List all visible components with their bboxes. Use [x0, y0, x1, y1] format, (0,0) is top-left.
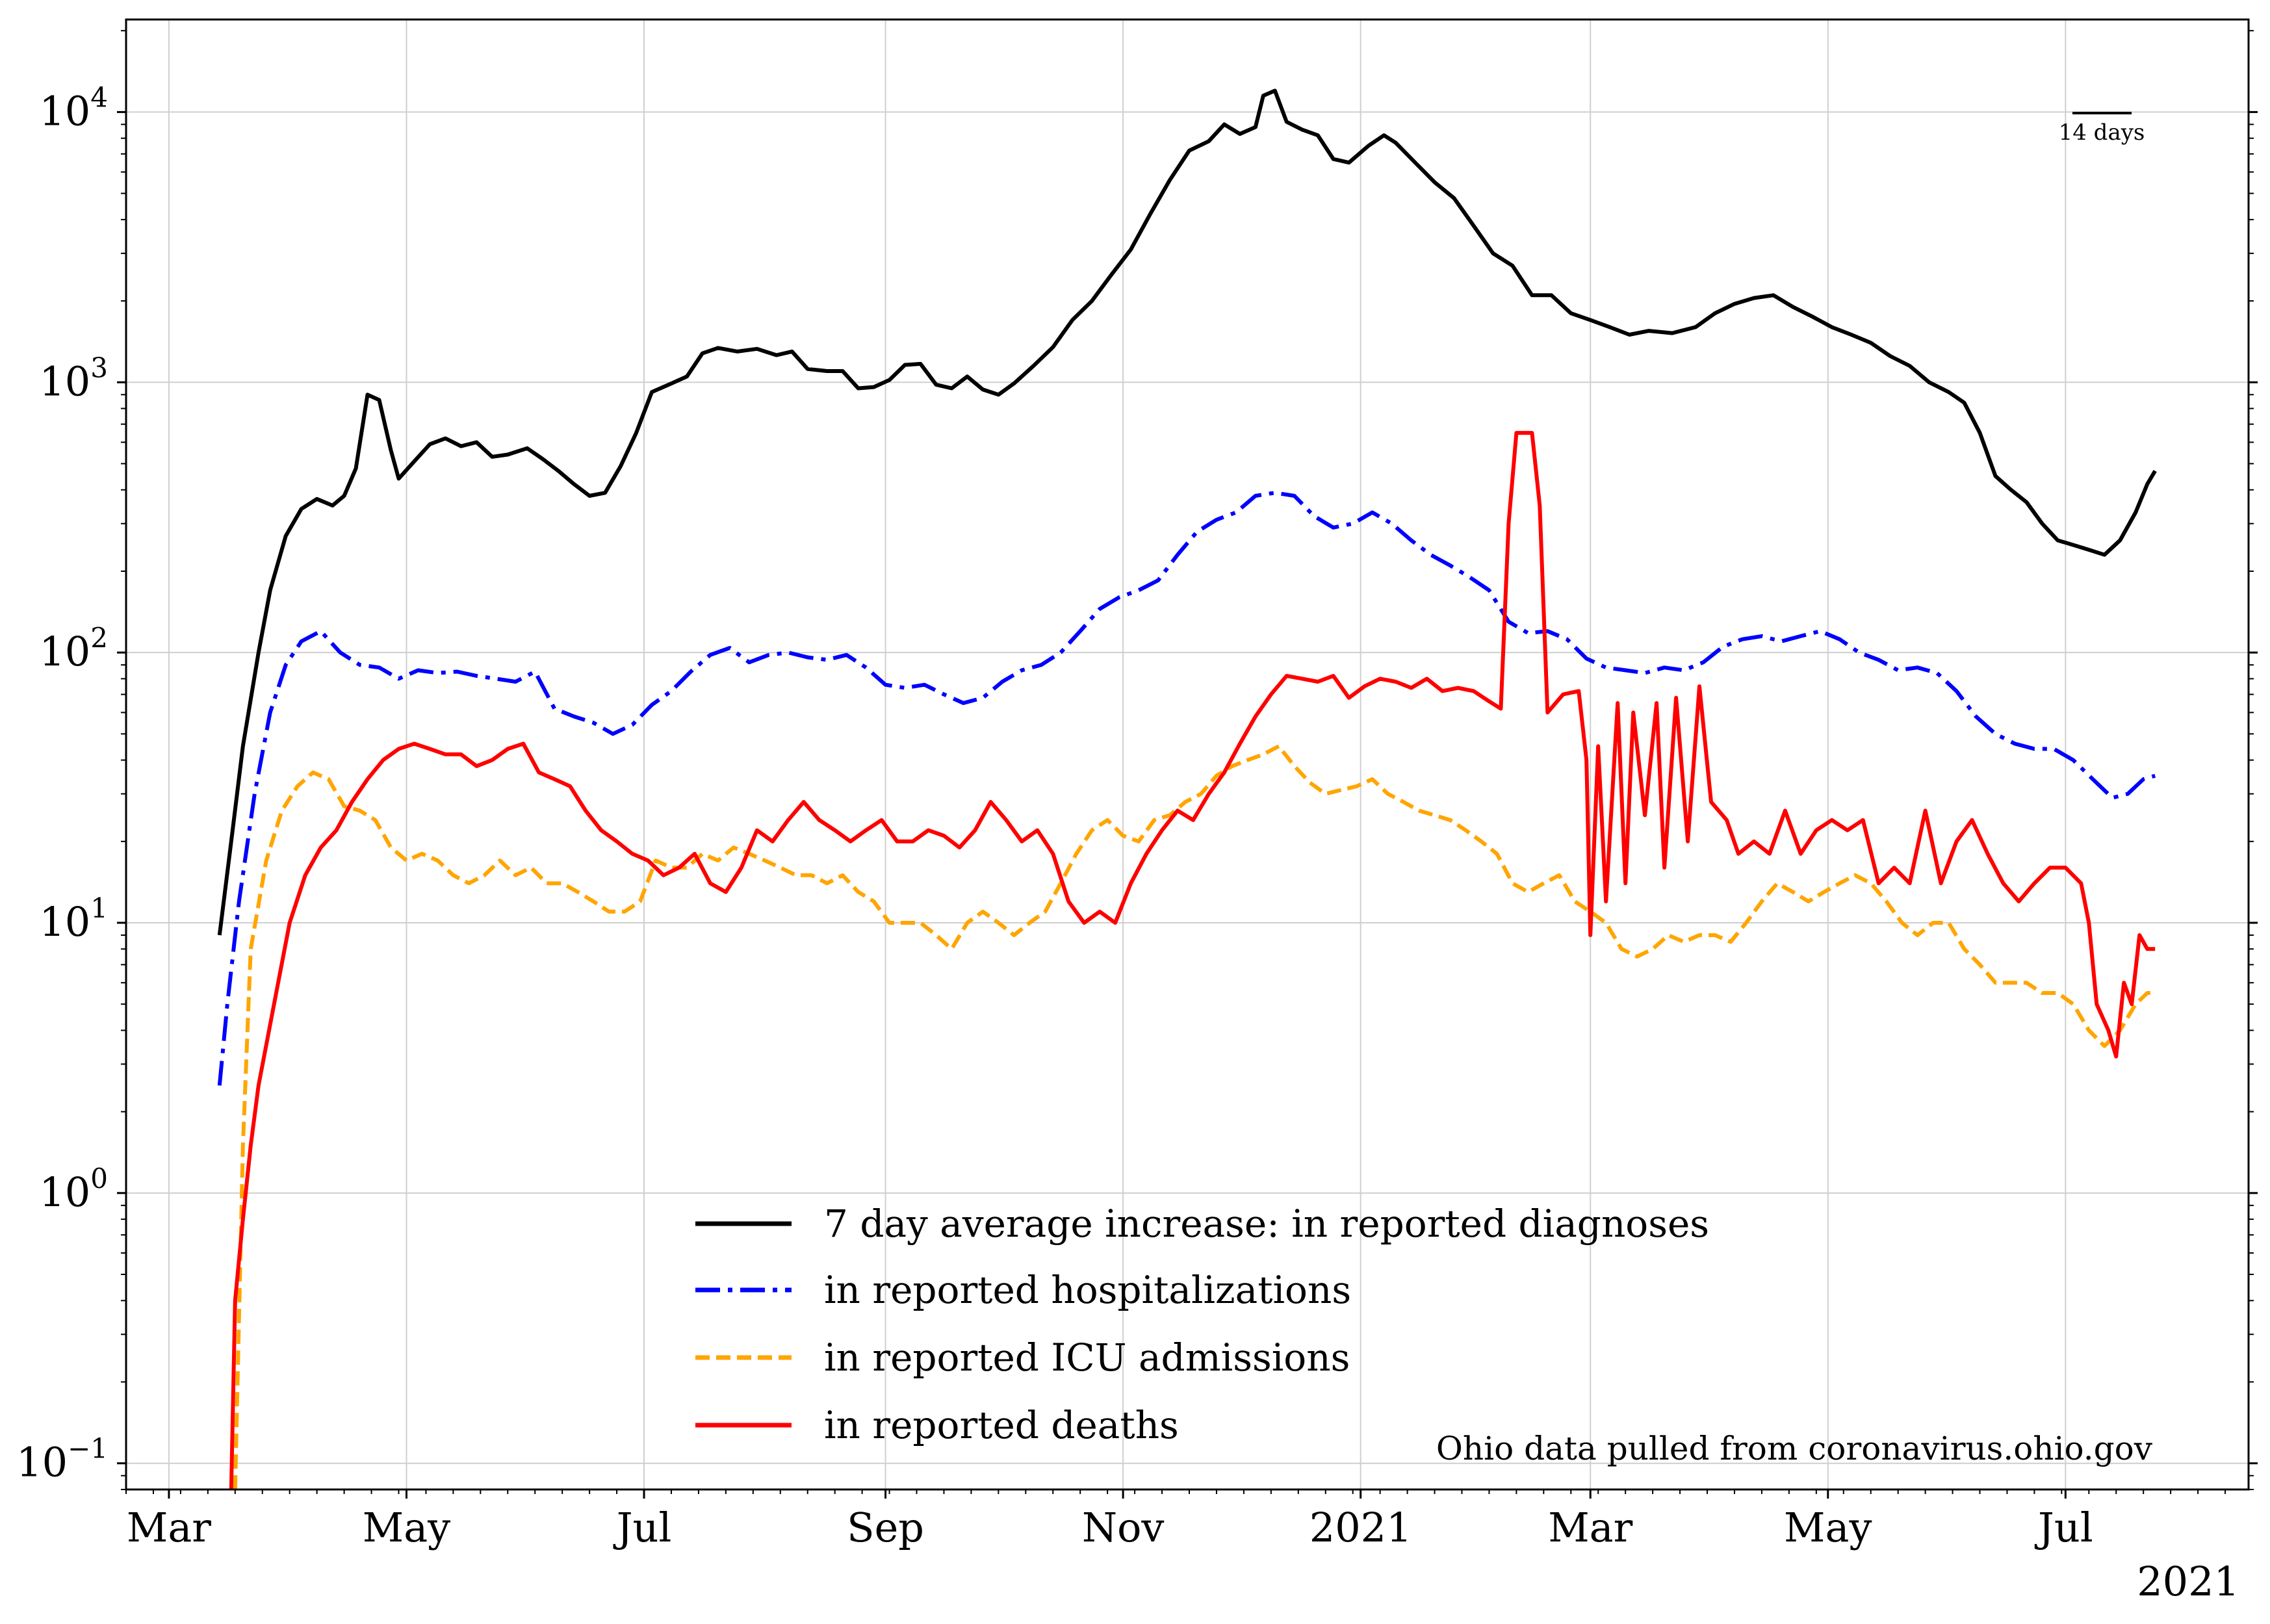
- x-tick-label: Jul: [2034, 1504, 2093, 1551]
- x-tick-label: Sep: [847, 1504, 924, 1551]
- y-tick-label: 100: [39, 1163, 108, 1216]
- source-note: Ohio data pulled from coronavirus.ohio.g…: [1436, 1430, 2153, 1467]
- x-tick-label: Mar: [127, 1504, 211, 1551]
- y-tick-label: 10−1: [16, 1433, 108, 1486]
- legend-item-diagnoses: 7 day average increase: in reported diag…: [695, 1202, 1709, 1246]
- series-layer: [217, 88, 2157, 1489]
- legend-item-hospitalizations: in reported hospitalizations: [695, 1268, 1351, 1312]
- x-tick-label: Nov: [1082, 1504, 1165, 1551]
- series-line-diagnoses: [217, 88, 2157, 936]
- plot-frame: [125, 18, 2250, 1491]
- x-tick-label: 2021: [1309, 1504, 1412, 1551]
- series-line-deaths: [229, 431, 2156, 1489]
- x-tick-label: May: [1784, 1504, 1872, 1551]
- legend-label-hospitalizations: in reported hospitalizations: [824, 1268, 1351, 1312]
- x-tick-label: Jul: [613, 1504, 672, 1551]
- legend: 7 day average increase: in reported diag…: [695, 1202, 1709, 1447]
- y-tick-label: 104: [39, 81, 108, 135]
- legend-label-deaths: in reported deaths: [824, 1403, 1179, 1447]
- tick-layer: Mar May Jul Sep Nov 2021 Mar May Jul 10−1 100 101 10…: [16, 30, 2258, 1551]
- grid-layer: [126, 19, 2249, 1489]
- legend-label-icu: in reported ICU admissions: [824, 1335, 1350, 1380]
- scale-bar-label: 14 days: [2059, 120, 2145, 146]
- y-tick-label: 101: [39, 892, 108, 946]
- x-tick-label: May: [363, 1504, 450, 1551]
- legend-label-diagnoses: 7 day average increase: in reported diag…: [824, 1202, 1709, 1246]
- x-offset-label: 2021: [2137, 1558, 2239, 1605]
- series-line-hospitalizations: [217, 491, 2156, 1086]
- y-tick-label: 102: [39, 622, 108, 675]
- scale-bar: 14 days: [2059, 112, 2145, 146]
- legend-item-deaths: in reported deaths: [695, 1403, 1179, 1447]
- series-line-icu: [233, 744, 2156, 1489]
- legend-item-icu: in reported ICU admissions: [695, 1335, 1350, 1380]
- x-tick-label: Mar: [1548, 1504, 1632, 1551]
- y-tick-label: 103: [39, 352, 108, 405]
